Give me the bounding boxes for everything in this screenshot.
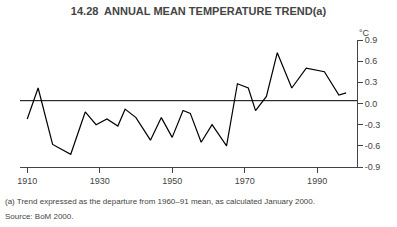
svg-text:0.6: 0.6 xyxy=(365,56,378,66)
svg-text:14.28 ANNUAL MEAN TEMPERATURE: 14.28 ANNUAL MEAN TEMPERATURE TREND(a) xyxy=(71,5,327,17)
svg-text:°C: °C xyxy=(359,28,370,38)
svg-text:-0.6: -0.6 xyxy=(365,141,381,151)
svg-text:0.3: 0.3 xyxy=(365,77,378,87)
svg-text:1910: 1910 xyxy=(17,176,37,186)
svg-text:0.9: 0.9 xyxy=(365,35,378,45)
svg-text:1990: 1990 xyxy=(307,176,327,186)
svg-text:-0.9: -0.9 xyxy=(365,162,381,172)
svg-text:1950: 1950 xyxy=(162,176,182,186)
svg-text:0.0: 0.0 xyxy=(365,99,378,109)
svg-text:1970: 1970 xyxy=(235,176,255,186)
svg-text:(a) Trend expressed as the dep: (a) Trend expressed as the departure fro… xyxy=(5,197,315,206)
svg-text:Source: BoM 2000.: Source: BoM 2000. xyxy=(5,212,73,221)
svg-text:1930: 1930 xyxy=(90,176,110,186)
svg-text:-0.3: -0.3 xyxy=(365,120,381,130)
